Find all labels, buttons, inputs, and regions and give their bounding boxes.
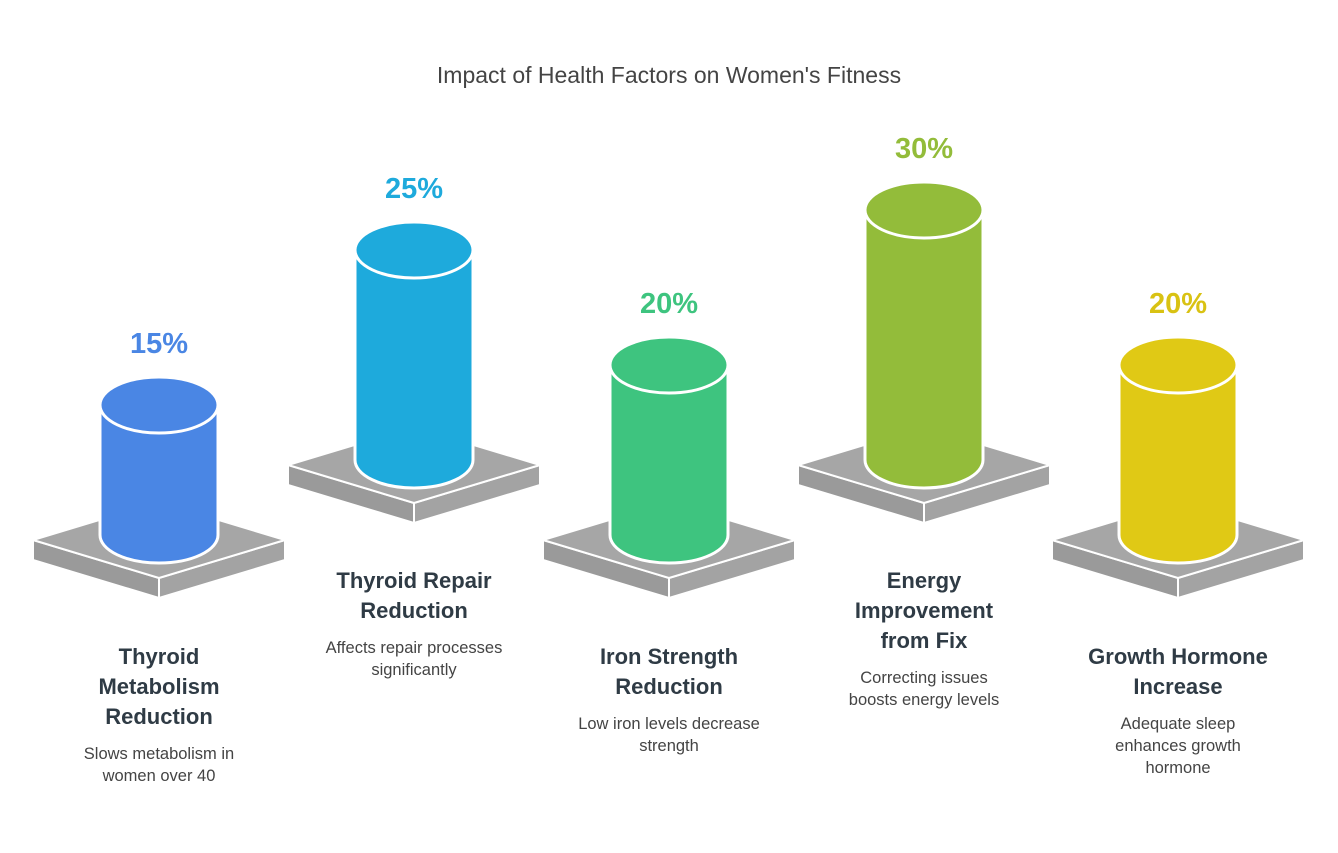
description-line: hormone — [1145, 759, 1211, 777]
value-label: 15% — [129, 328, 189, 360]
description-line: women over 40 — [102, 767, 216, 785]
category-label: Thyroid Metabolism Reduction — [39, 642, 279, 732]
category-label-line: Increase — [1133, 674, 1223, 699]
description-line: boosts energy levels — [848, 691, 1000, 709]
description-line: Adequate sleep — [1120, 715, 1236, 733]
description-line: Low iron levels decrease — [578, 715, 760, 733]
category-label-line: from Fix — [880, 628, 968, 653]
category-label-line: Reduction — [615, 674, 723, 699]
value-label: 20% — [639, 288, 699, 320]
category-description: Low iron levels decrease strength — [549, 713, 789, 757]
category-label: Thyroid Repair Reduction — [294, 566, 534, 626]
description-line: Affects repair processes — [325, 639, 503, 657]
category-label-line: Reduction — [360, 598, 468, 623]
category-label-line: Thyroid Repair — [336, 568, 492, 593]
category-description: Correcting issues boosts energy levels — [804, 667, 1044, 711]
chart-title: Impact of Health Factors on Women's Fitn… — [436, 62, 902, 88]
description-line: Slows metabolism in — [83, 745, 235, 763]
bar-5-body — [1117, 363, 1239, 565]
category-label: Energy Improvement from Fix — [804, 566, 1044, 656]
value-label: 20% — [1148, 288, 1208, 320]
description-line: significantly — [371, 661, 457, 679]
category-label-line: Improvement — [854, 598, 994, 623]
bar-2-body — [353, 248, 475, 490]
bar-3-top — [608, 335, 730, 395]
description-line: strength — [639, 737, 699, 755]
description-line: enhances growth — [1115, 737, 1241, 755]
category-label-line: Iron Strength — [599, 644, 739, 669]
description-line: Correcting issues — [860, 669, 988, 687]
bar-2-top — [353, 220, 475, 280]
bar-5-top — [1117, 335, 1239, 395]
category-label-line: Thyroid — [118, 644, 200, 669]
category-label: Growth Hormone Increase — [1058, 642, 1298, 702]
value-label: 30% — [894, 133, 954, 165]
value-label: 25% — [384, 173, 444, 205]
category-description: Adequate sleep enhances growth hormone — [1058, 713, 1298, 779]
bar-3-body — [608, 363, 730, 565]
category-description: Affects repair processes significantly — [294, 637, 534, 681]
bar-1-top — [98, 375, 220, 435]
category-description: Slows metabolism in women over 40 — [39, 743, 279, 787]
bar-1-body — [98, 403, 220, 565]
category-label-line: Energy — [886, 568, 962, 593]
bar-4-top — [863, 180, 985, 240]
bar-4-body — [863, 208, 985, 490]
category-label-line: Metabolism — [98, 674, 220, 699]
category-label-line: Growth Hormone — [1088, 644, 1268, 669]
category-label: Iron Strength Reduction — [549, 642, 789, 702]
category-label-line: Reduction — [105, 704, 213, 729]
